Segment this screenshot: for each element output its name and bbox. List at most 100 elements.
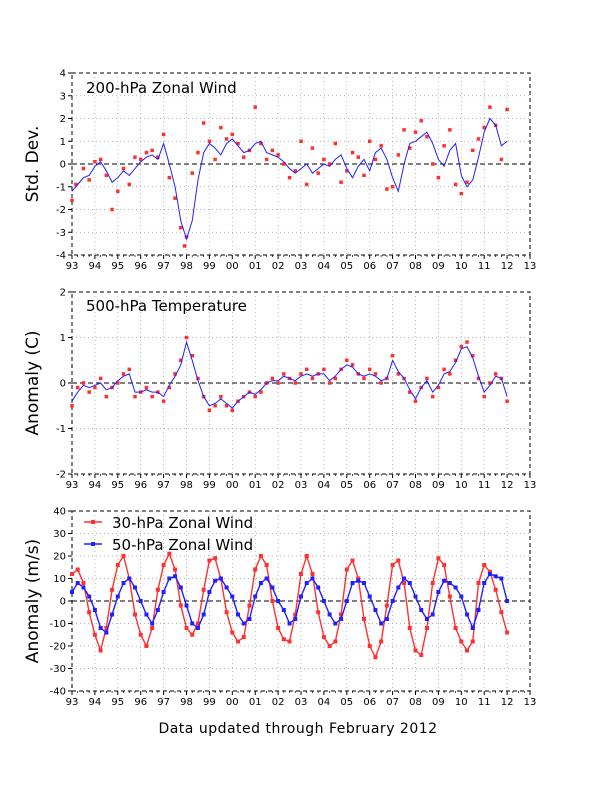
y-tick-label: 3: [60, 91, 66, 102]
x-tick-label: 01: [249, 697, 262, 708]
y-tick-label: 1: [60, 333, 66, 344]
data-point-50-hpa-zonal-wind: [361, 581, 366, 585]
x-tick-label: 97: [157, 697, 170, 708]
data-point-monthly-points-red-squares: [396, 153, 401, 157]
data-point-monthly-points-red-squares: [333, 376, 338, 381]
data-point-monthly-points-red-squares: [207, 139, 212, 143]
data-point-monthly-points-red-squares: [459, 191, 464, 196]
y-tick-label: 0: [60, 379, 66, 390]
data-point-monthly-points-red-squares: [190, 171, 194, 175]
data-point-monthly-points-red-squares: [270, 148, 275, 153]
data-point-monthly-points-red-squares: [144, 150, 149, 155]
data-point-50-hpa-zonal-wind: [190, 621, 195, 626]
data-point-monthly-points-red-squares: [138, 157, 143, 162]
data-point-monthly-points-red-squares: [310, 146, 315, 150]
data-point-50-hpa-zonal-wind: [396, 585, 401, 590]
legend-marker-50hpa: [91, 542, 95, 546]
data-point-50-hpa-zonal-wind: [413, 594, 418, 599]
data-point-30-hpa-zonal-wind: [470, 639, 475, 644]
x-tick-label: 97: [157, 261, 170, 272]
data-point-50-hpa-zonal-wind: [459, 594, 464, 599]
legend-entry-50hpa: 50-hPa Zonal Wind: [84, 536, 253, 554]
data-point-50-hpa-zonal-wind: [161, 590, 166, 594]
data-point-50-hpa-zonal-wind: [424, 617, 429, 621]
x-tick-label: 04: [318, 480, 331, 491]
x-tick-label: 96: [134, 480, 147, 491]
data-point-monthly-points-red-squares: [110, 207, 114, 212]
data-point-monthly-points-red-squares: [396, 372, 401, 376]
data-point-30-hpa-zonal-wind: [293, 612, 298, 617]
data-point-50-hpa-zonal-wind: [442, 578, 447, 583]
data-point-50-hpa-zonal-wind: [173, 574, 178, 579]
data-point-monthly-points-red-squares: [390, 353, 395, 358]
data-point-monthly-points-red-squares: [453, 358, 458, 362]
data-point-50-hpa-zonal-wind: [270, 585, 275, 590]
data-point-30-hpa-zonal-wind: [476, 581, 481, 585]
x-tick-label: 03: [295, 261, 308, 272]
data-point-monthly-points-red-squares: [127, 182, 131, 187]
data-point-monthly-points-red-squares: [488, 381, 492, 385]
data-point-30-hpa-zonal-wind: [327, 644, 332, 648]
x-tick-label: 12: [501, 261, 514, 272]
data-point-monthly-points-red-squares: [442, 367, 446, 372]
data-point-30-hpa-zonal-wind: [321, 635, 326, 639]
data-point-30-hpa-zonal-wind: [115, 563, 120, 567]
data-point-30-hpa-zonal-wind: [390, 563, 395, 567]
x-tick-label: 93: [66, 261, 79, 272]
data-point-monthly-points-red-squares: [81, 381, 86, 385]
data-point-30-hpa-zonal-wind: [499, 610, 504, 615]
x-tick-label: 94: [89, 261, 102, 272]
data-point-30-hpa-zonal-wind: [173, 567, 178, 572]
data-point-monthly-points-red-squares: [482, 394, 486, 399]
data-point-30-hpa-zonal-wind: [75, 567, 80, 572]
legend-label-30hpa: 30-hPa Zonal Wind: [112, 514, 253, 532]
data-point-monthly-points-red-squares: [304, 182, 309, 187]
data-point-30-hpa-zonal-wind: [213, 556, 218, 561]
data-point-30-hpa-zonal-wind: [270, 599, 275, 603]
data-point-monthly-points-red-squares: [196, 150, 200, 155]
data-point-50-hpa-zonal-wind: [327, 612, 332, 617]
data-point-monthly-points-red-squares: [253, 394, 257, 399]
data-point-monthly-points-red-squares: [184, 335, 189, 340]
data-point-monthly-points-red-squares: [465, 340, 469, 344]
data-point-monthly-points-red-squares: [488, 105, 492, 109]
data-point-50-hpa-zonal-wind: [487, 572, 492, 576]
data-point-monthly-points-red-squares: [304, 367, 309, 372]
x-tick-label: 98: [180, 697, 193, 708]
data-point-monthly-points-red-squares: [224, 404, 229, 408]
data-point-30-hpa-zonal-wind: [442, 563, 447, 567]
data-point-50-hpa-zonal-wind: [201, 612, 206, 617]
data-point-30-hpa-zonal-wind: [407, 626, 412, 630]
x-tick-label: 05: [340, 697, 353, 708]
data-point-30-hpa-zonal-wind: [161, 563, 166, 567]
data-point-monthly-points-red-squares: [213, 404, 217, 408]
panel-title: 500-hPa Temperature: [86, 297, 247, 315]
data-point-30-hpa-zonal-wind: [436, 556, 441, 561]
data-point-monthly-points-red-squares: [505, 399, 509, 403]
data-point-monthly-points-red-squares: [127, 367, 131, 372]
data-point-monthly-points-red-squares: [282, 162, 286, 166]
data-point-monthly-points-red-squares: [316, 171, 320, 175]
data-point-30-hpa-zonal-wind: [110, 587, 115, 592]
y-tick-label: 2: [60, 288, 66, 299]
data-point-50-hpa-zonal-wind: [384, 617, 389, 621]
data-point-50-hpa-zonal-wind: [218, 576, 223, 581]
y-tick-label: -30: [50, 664, 66, 675]
data-point-50-hpa-zonal-wind: [253, 594, 258, 599]
data-point-monthly-points-red-squares: [104, 394, 109, 399]
data-point-50-hpa-zonal-wind: [70, 590, 74, 594]
data-point-monthly-points-red-squares: [373, 157, 378, 162]
data-point-monthly-points-red-squares: [322, 157, 326, 162]
y-tick-label: -1: [56, 182, 66, 193]
data-point-30-hpa-zonal-wind: [224, 610, 229, 615]
data-point-monthly-points-red-squares: [270, 376, 275, 381]
data-point-monthly-points-red-squares: [259, 390, 263, 394]
data-point-30-hpa-zonal-wind: [132, 612, 137, 617]
footer-note: Data updated through February 2012: [158, 721, 437, 737]
data-point-monthly-points-red-squares: [74, 182, 78, 187]
data-point-monthly-points-red-squares: [276, 153, 280, 157]
data-point-50-hpa-zonal-wind: [110, 612, 115, 617]
y-tick-label: 30: [53, 529, 66, 540]
data-point-30-hpa-zonal-wind: [310, 572, 315, 576]
data-point-30-hpa-zonal-wind: [505, 630, 510, 635]
